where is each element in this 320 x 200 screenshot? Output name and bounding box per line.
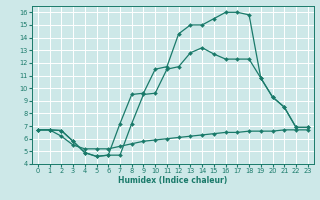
X-axis label: Humidex (Indice chaleur): Humidex (Indice chaleur)	[118, 176, 228, 185]
